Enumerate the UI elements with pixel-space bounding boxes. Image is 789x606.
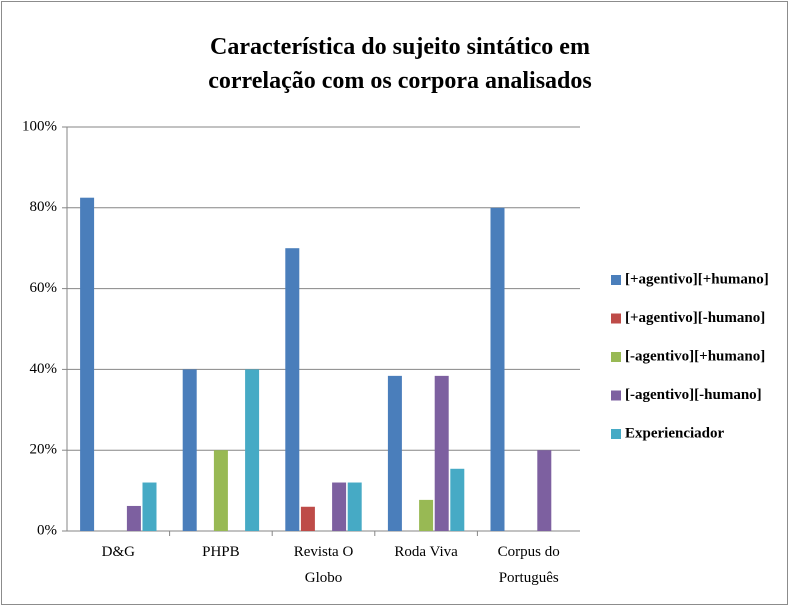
legend-label: [+agentivo][-humano] xyxy=(625,310,765,326)
bar xyxy=(434,375,449,531)
legend-swatch xyxy=(611,313,621,324)
bar xyxy=(450,468,465,531)
text-line: Português xyxy=(499,570,559,586)
bar xyxy=(490,207,505,532)
bar xyxy=(419,499,434,531)
bar xyxy=(142,482,157,531)
x-tick-label: Roda Viva xyxy=(394,544,458,560)
chart-title: Característica do sujeito sintático em co… xyxy=(208,34,592,94)
text-line: Revista O xyxy=(294,544,354,560)
text-line: Globo xyxy=(305,570,343,586)
x-tick-label: Revista O Globo xyxy=(294,544,354,586)
text-line: Corpus do xyxy=(498,544,560,560)
bar xyxy=(126,505,141,531)
x-tick-label: PHPB xyxy=(202,544,240,560)
bar xyxy=(182,369,197,531)
x-tick-label: Corpus do Português xyxy=(498,544,560,586)
bar xyxy=(245,369,260,531)
y-tick-label: 0% xyxy=(37,522,57,538)
y-tick-label: 100% xyxy=(22,118,57,134)
text-line: PHPB xyxy=(202,544,240,560)
legend-swatch xyxy=(611,390,621,401)
text-line: Roda Viva xyxy=(394,544,458,560)
legend-swatch xyxy=(611,429,621,439)
y-tick-label: 40% xyxy=(30,361,58,377)
y-tick-label: 80% xyxy=(30,199,58,215)
bar xyxy=(332,482,347,531)
legend-swatch xyxy=(611,275,621,285)
bar xyxy=(387,375,402,531)
text-line: Característica do sujeito sintático em xyxy=(210,34,590,60)
bar xyxy=(213,450,228,531)
legend-label: [+agentivo][+humano] xyxy=(625,271,769,287)
bar xyxy=(537,450,552,531)
bar xyxy=(285,248,300,531)
bar xyxy=(347,482,362,531)
bar xyxy=(80,197,95,531)
legend-swatch xyxy=(611,352,621,362)
legend-label: [-agentivo][+humano] xyxy=(625,348,765,364)
text-line: D&G xyxy=(102,544,136,560)
legend-label: [-agentivo][-humano] xyxy=(625,387,762,403)
legend-label: Experienciador xyxy=(625,425,724,441)
x-tick-label: D&G xyxy=(102,544,136,560)
text-line: correlação com os corpora analisados xyxy=(208,68,592,94)
y-tick-label: 20% xyxy=(30,442,58,458)
bar xyxy=(300,506,315,531)
y-tick-label: 60% xyxy=(30,280,58,296)
